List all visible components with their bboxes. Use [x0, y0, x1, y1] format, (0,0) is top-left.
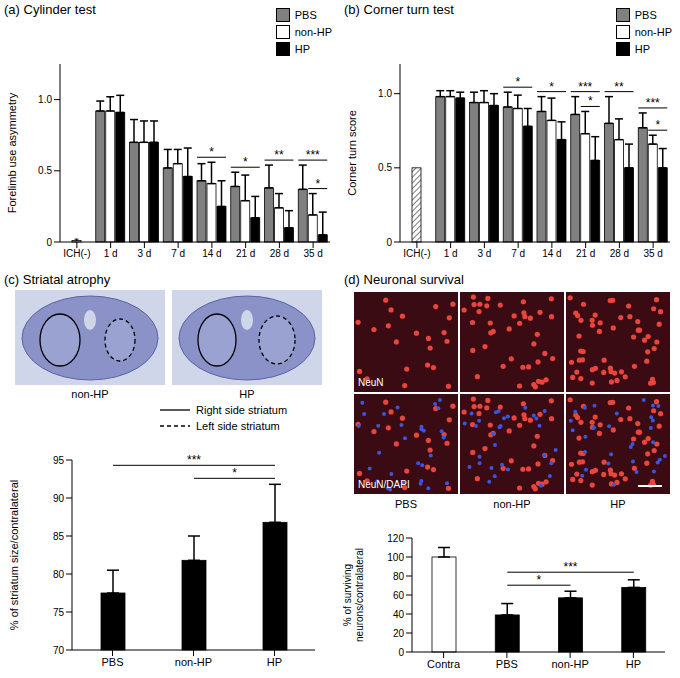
svg-text:non-HP: non-HP	[551, 658, 588, 670]
svg-text:40: 40	[393, 609, 405, 620]
html-text:non-HP: non-HP	[634, 25, 672, 38]
svg-text:0.5: 0.5	[378, 162, 392, 173]
svg-text:20: 20	[393, 628, 405, 639]
svg-text:***: ***	[563, 560, 577, 574]
svg-text:*: *	[315, 177, 320, 191]
svg-text:80: 80	[393, 571, 405, 582]
svg-text:28 d: 28 d	[610, 248, 629, 259]
svg-text:**: **	[274, 148, 284, 162]
html-text:(b) Corner turn test: (b) Corner turn test	[344, 2, 454, 17]
svg-text:HP: HP	[626, 658, 641, 670]
svg-text:Left side striatum: Left side striatum	[196, 420, 280, 432]
svg-text:PBS: PBS	[395, 498, 417, 510]
svg-text:80: 80	[53, 569, 65, 580]
html-text:Forelimb use asymmetry: Forelimb use asymmetry	[5, 92, 18, 214]
svg-text:HP: HP	[610, 498, 625, 510]
html-text:(d) Neuronal survival: (d) Neuronal survival	[344, 272, 464, 287]
svg-text:ICH(-): ICH(-)	[403, 248, 430, 259]
svg-text:0.5: 0.5	[38, 165, 52, 176]
svg-text:***: ***	[306, 148, 320, 162]
svg-text:NeuN: NeuN	[358, 377, 384, 388]
svg-text:95: 95	[53, 455, 65, 466]
svg-text:*: *	[515, 75, 520, 89]
svg-text:70: 70	[53, 645, 65, 656]
svg-text:3 d: 3 d	[137, 248, 151, 259]
svg-text:*: *	[588, 94, 593, 108]
svg-text:60: 60	[393, 590, 405, 601]
svg-text:100: 100	[387, 552, 404, 563]
svg-text:*: *	[232, 466, 237, 480]
svg-text:Contra: Contra	[427, 658, 461, 670]
svg-text:HP: HP	[267, 656, 282, 668]
svg-text:*: *	[655, 118, 660, 132]
svg-text:*: *	[537, 573, 542, 587]
svg-text:7 d: 7 d	[171, 248, 185, 259]
svg-text:non-HP: non-HP	[493, 498, 530, 510]
svg-text:PBS: PBS	[101, 656, 123, 668]
svg-text:0: 0	[386, 237, 392, 248]
svg-text:3 d: 3 d	[477, 248, 491, 259]
svg-text:35 d: 35 d	[643, 248, 662, 259]
html-text:HP: HP	[634, 42, 650, 55]
html-text:non-HP: non-HP	[294, 25, 332, 38]
svg-text:*: *	[209, 145, 214, 159]
html-text:PBS: PBS	[294, 8, 317, 21]
svg-text:35 d: 35 d	[303, 248, 322, 259]
svg-text:***: ***	[646, 96, 660, 110]
svg-text:NeuN/DAPI: NeuN/DAPI	[358, 479, 410, 490]
svg-text:ICH(-): ICH(-)	[63, 248, 90, 259]
html-text:% of surviving neurons/contral: % of surviving neurons/contralateral	[342, 548, 365, 642]
html-text:HP: HP	[294, 42, 310, 55]
html-text:% of striatum size/contralater: % of striatum size/contralateral	[7, 479, 20, 631]
svg-text:**: **	[614, 80, 624, 94]
svg-text:Right side striatum: Right side striatum	[196, 404, 287, 416]
svg-text:*: *	[243, 155, 248, 169]
svg-text:non-HP: non-HP	[71, 388, 108, 400]
svg-text:7 d: 7 d	[511, 248, 525, 259]
svg-text:PBS: PBS	[496, 658, 518, 670]
svg-text:1 d: 1 d	[444, 248, 458, 259]
svg-text:1.0: 1.0	[38, 94, 52, 105]
html-text:(c) Striatal atrophy: (c) Striatal atrophy	[4, 272, 111, 287]
svg-text:120: 120	[387, 533, 404, 544]
svg-text:1.0: 1.0	[378, 88, 392, 99]
svg-text:14 d: 14 d	[542, 248, 561, 259]
svg-text:0: 0	[46, 237, 52, 248]
svg-text:***: ***	[578, 80, 592, 94]
svg-text:90: 90	[53, 493, 65, 504]
svg-text:21 d: 21 d	[576, 248, 595, 259]
svg-text:75: 75	[53, 607, 65, 618]
svg-text:HP: HP	[239, 388, 254, 400]
svg-text:28 d: 28 d	[270, 248, 289, 259]
html-text:Corner turn score: Corner turn score	[345, 110, 358, 196]
svg-text:14 d: 14 d	[202, 248, 221, 259]
html-text:(a) Cylinder test: (a) Cylinder test	[4, 2, 96, 17]
svg-text:85: 85	[53, 531, 65, 542]
svg-text:*: *	[549, 80, 554, 94]
svg-text:1 d: 1 d	[104, 248, 118, 259]
svg-text:non-HP: non-HP	[175, 656, 212, 668]
svg-text:0: 0	[398, 647, 404, 658]
svg-text:21 d: 21 d	[236, 248, 255, 259]
html-text:PBS: PBS	[634, 8, 657, 21]
svg-text:***: ***	[187, 453, 201, 467]
